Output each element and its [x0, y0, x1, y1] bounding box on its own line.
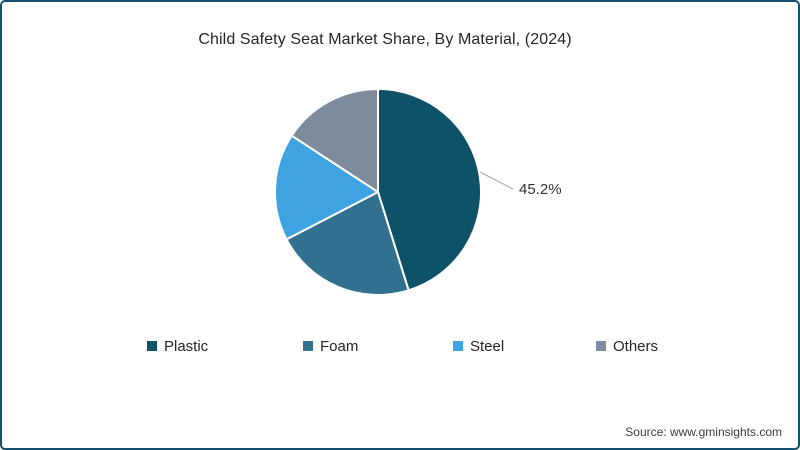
chart-title: Child Safety Seat Market Share, By Mater… [198, 31, 572, 48]
pie-slice-steel [274, 134, 379, 241]
pie-slice-foam [285, 191, 410, 296]
plastic-value-label: 45.2% [519, 181, 562, 198]
pie-slices [274, 88, 482, 296]
leader-line [479, 171, 514, 190]
pie-slice-plastic [377, 88, 482, 292]
pie-slice-others [290, 88, 379, 193]
source-text: Source: www.gminsights.com [625, 425, 782, 439]
